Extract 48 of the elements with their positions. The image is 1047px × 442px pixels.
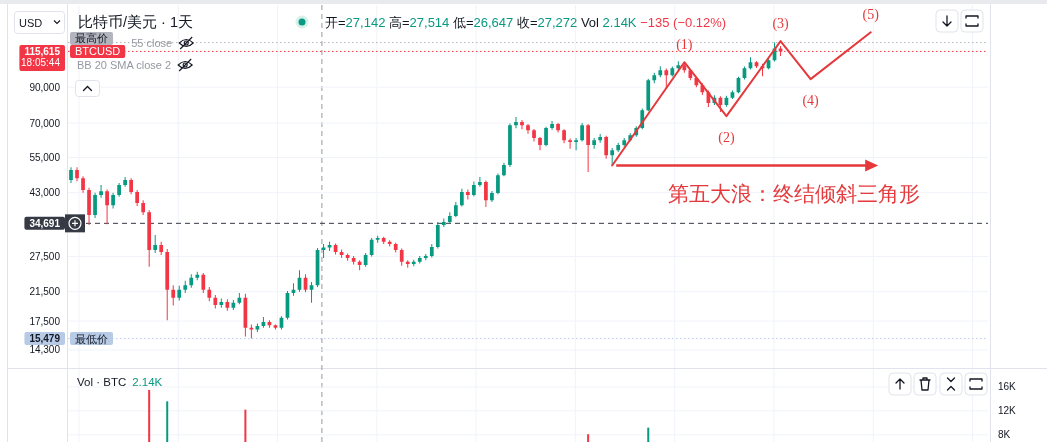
annotation: 55 close (131, 37, 173, 49)
annotation: (1) (676, 36, 693, 53)
candlestick (417, 256, 422, 264)
text: 2.14K (132, 376, 163, 388)
candlestick (568, 138, 572, 149)
y-axis-title: USD (19, 16, 43, 29)
annotation: (2) (718, 129, 735, 146)
y-tick-label: 14,300 (29, 344, 61, 356)
y-tick-label: 16K (998, 381, 1017, 393)
candlestick (105, 189, 109, 225)
y-tick-label: 43,000 (29, 187, 61, 199)
candlestick (381, 236, 386, 245)
candlestick (592, 138, 597, 149)
text: Vol · BTC (77, 376, 127, 388)
ref-line-label: BTCUSD (75, 45, 121, 58)
y-tick-label: 34,691 (29, 217, 61, 229)
candlestick (219, 298, 224, 308)
y-tick-label: 17,500 (29, 315, 61, 327)
line-series (611, 31, 872, 167)
candlestick (574, 138, 578, 151)
y-tick-label: 55,000 (29, 152, 61, 164)
y-tick-label: 27,500 (29, 251, 61, 263)
candlestick (550, 121, 554, 130)
y-tick-label: 21,500 (29, 286, 61, 298)
candlestick (375, 235, 380, 243)
candlestick (478, 176, 482, 187)
y-tick-label: 115,615 (24, 45, 61, 57)
candlestick (225, 299, 230, 311)
y-tick-label: 12K (998, 405, 1017, 417)
y-tick-label: 15,479 (29, 333, 61, 345)
annotation: (4) (802, 92, 820, 109)
text: 比特币/美元 · 1天 (78, 14, 193, 30)
text: 开=27,142 高=27,514 低=26,647 收=27,272 Vol 2.14K −135 (−0.12%) (325, 14, 727, 30)
candlestick (99, 184, 103, 198)
candlestick (183, 280, 188, 294)
annotation: 第五大浪：终结倾斜三角形 (668, 182, 921, 206)
candlestick (153, 234, 158, 253)
ref-line-label: 最低价 (75, 332, 108, 345)
candlestick (466, 189, 470, 200)
annotation: BB 20 SMA close 2 (77, 59, 172, 71)
annotation: (5) (862, 6, 880, 23)
y-tick-label: 70,000 (29, 117, 61, 129)
text: 18:05:44 (21, 57, 61, 69)
y-tick-label: 90,000 (29, 81, 61, 93)
y-tick-label: 8K (998, 429, 1011, 441)
candlestick (441, 218, 446, 228)
ref-line-label: 最高价 (75, 32, 108, 45)
annotation: (3) (772, 15, 790, 32)
